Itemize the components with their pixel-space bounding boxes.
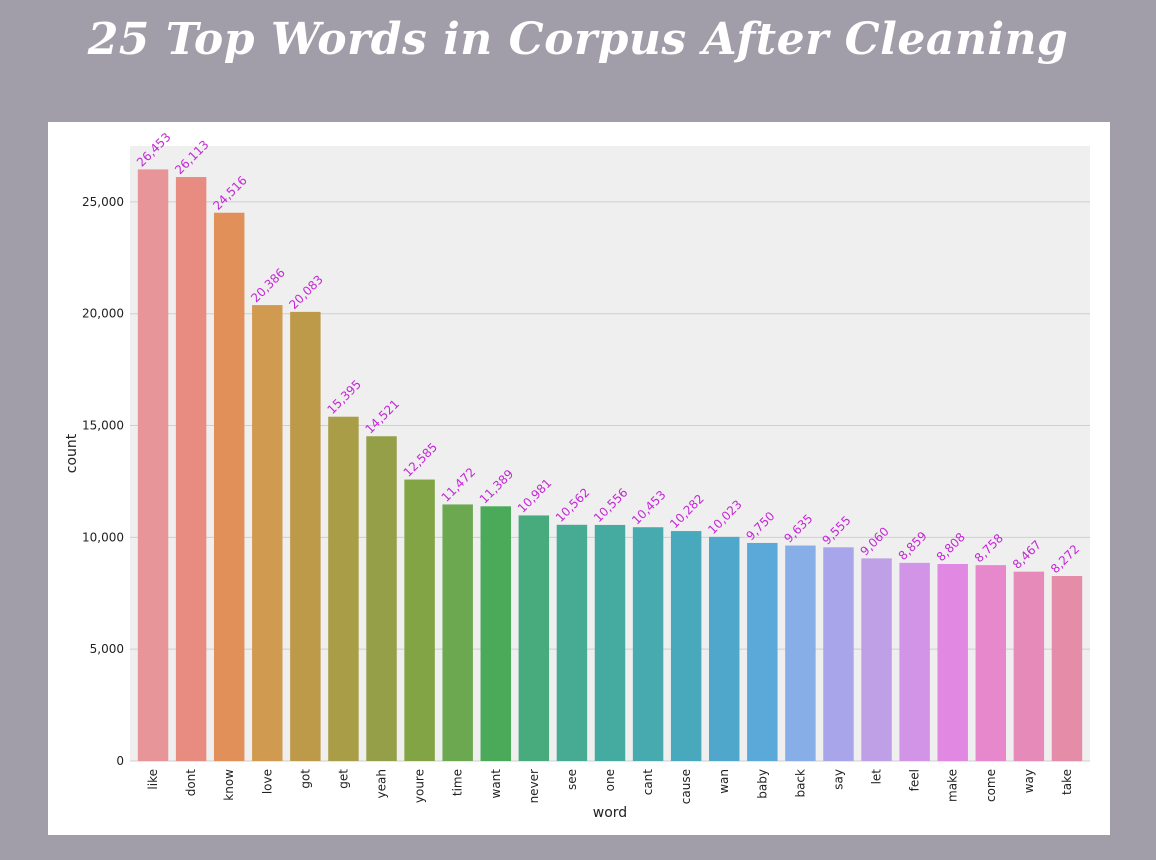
bar [252,305,283,761]
page-title: 25 Top Words in Corpus After Cleaning [87,14,1069,65]
bar [1051,576,1083,761]
bar [747,542,778,761]
bar [290,311,321,761]
y-tick-label: 0 [116,754,124,768]
x-tick-label: make [946,769,960,802]
bar [213,212,245,761]
x-tick-label: like [146,769,160,790]
x-tick-label: know [222,769,236,801]
x-tick-label: cause [679,769,693,804]
chart-card: 0 5,000 10,000 15,000 20,000 25,000 26,453 like… [48,122,1110,835]
y-tick-label: 5,000 [90,642,124,656]
x-tick-label: want [489,769,503,799]
y-tick-label: 15,000 [82,419,124,433]
y-tick-label: 10,000 [82,530,124,544]
x-tick-label: take [1060,769,1074,795]
x-axis-label: word [593,805,627,821]
x-tick-label: yeah [375,769,389,798]
bar [137,169,169,761]
x-tick-label: see [565,769,579,790]
x-tick-label: love [260,769,274,794]
bar [670,531,702,761]
bar [404,479,435,761]
x-tick-label: come [984,769,998,802]
x-tick-label: never [527,769,541,803]
y-tick-label: 25,000 [82,195,124,209]
bar-chart: 05,00010,00015,00020,00025,00026,453like… [64,130,1090,821]
bar [518,515,550,761]
bar [709,536,740,761]
x-tick-label: youre [413,769,427,803]
x-tick-label: dont [184,769,198,797]
bar [975,565,1007,761]
bar [899,562,930,761]
x-tick-label: got [298,769,312,789]
y-axis-label: count [64,433,80,473]
x-tick-label: way [1022,769,1036,793]
bar [785,545,816,761]
bar [442,504,473,761]
bar [366,436,397,761]
bar [175,177,207,761]
x-tick-label: back [793,769,807,798]
bar [556,524,588,761]
bar [480,506,511,761]
bar [1013,571,1045,761]
bar [937,564,968,761]
bar [632,527,664,761]
bar [823,547,854,761]
x-tick-label: one [603,769,617,791]
x-tick-label: cant [641,769,655,796]
x-tick-label: baby [755,769,769,799]
x-tick-label: feel [908,769,922,791]
bar [594,524,626,761]
y-tick-label: 20,000 [82,307,124,321]
x-tick-label: time [451,769,465,796]
x-tick-label: say [831,769,845,790]
x-tick-label: get [336,769,350,789]
bar [861,558,892,761]
bar [328,416,359,761]
x-tick-label: wan [717,769,731,794]
x-tick-label: let [870,769,884,785]
